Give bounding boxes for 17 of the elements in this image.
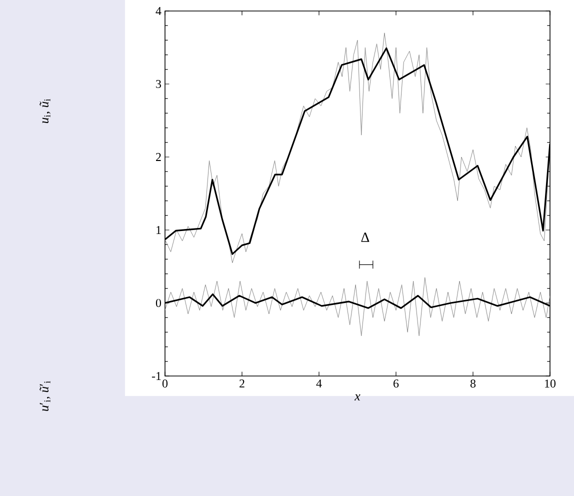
y-tick-label: -1	[152, 372, 161, 380]
x-tick-label: 10	[545, 380, 556, 388]
text: u$_{i}$, ũ$_{i}$	[40, 98, 50, 124]
x-tick-label: 8	[470, 380, 476, 388]
y-tick-label: 0	[156, 298, 162, 308]
x-axis-title: x	[354, 394, 360, 400]
text: u′$_{i}$, ũ′$_{i}$	[40, 381, 50, 411]
y-tick-label: 4	[156, 7, 162, 15]
y-tick-label: 3	[156, 80, 162, 88]
x-tick-label: 4	[316, 380, 322, 388]
y-tick-label: 1	[156, 226, 161, 234]
x-tick-label: 6	[394, 380, 399, 388]
y-tick-label: 2	[156, 153, 161, 161]
x-tick-label: 0	[162, 380, 168, 388]
annotation: Δ	[361, 232, 370, 242]
x-tick-label: 2	[240, 380, 244, 388]
line-series	[165, 277, 550, 336]
